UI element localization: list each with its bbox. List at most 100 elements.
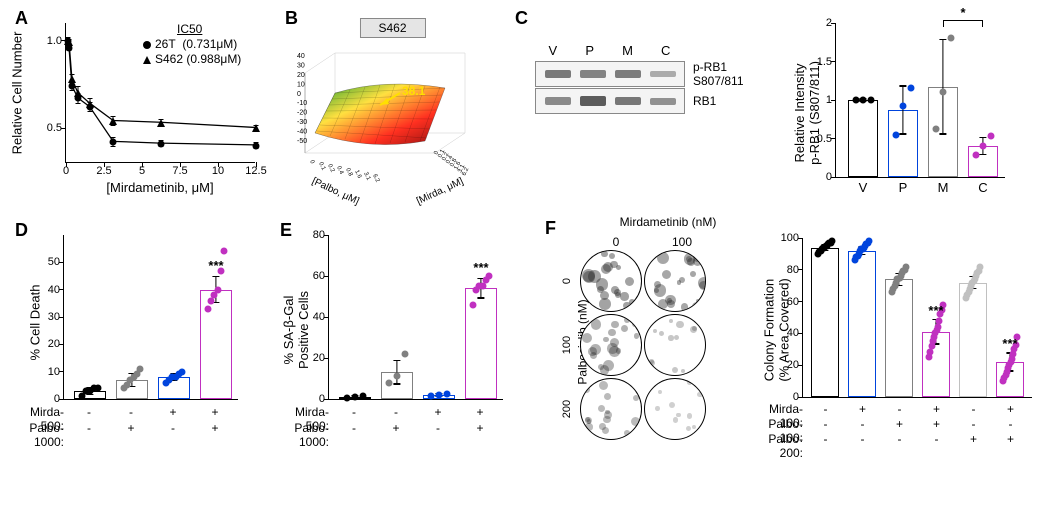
panel-e-datapoint: [394, 373, 401, 380]
panel-e-datapoint: [344, 394, 351, 401]
panel-e-datapoint: [479, 283, 486, 290]
panel-e-xrow-val: +: [459, 421, 501, 449]
panel-a-ic50-header: IC50: [177, 22, 241, 37]
panel-c-datapoint: [972, 152, 979, 159]
panel-d-ylabel: % Cell Death: [27, 285, 42, 361]
panel-c-barchart: Relative Intensityp-RB1 (S807/811) 00.51…: [800, 18, 1025, 193]
blot-band: [615, 70, 641, 78]
panel-a-marker: [253, 142, 260, 149]
panel-d-xrow-label: Palbo-1000:: [15, 421, 68, 449]
panel-c-xlabel: C: [978, 177, 987, 195]
panel-f-datapoint: [829, 238, 836, 245]
panel-f-datapoint: [903, 263, 910, 270]
panel-c-datapoint: [892, 131, 899, 138]
panel-a-marker: [110, 139, 117, 146]
panel-c-datapoint: [852, 97, 859, 104]
panel-e-datapoint: [470, 301, 477, 308]
panel-d-datapoint: [221, 248, 228, 255]
panel-f-bar: [885, 279, 913, 397]
panel-d-datapoint: [214, 286, 221, 293]
svg-text:30: 30: [297, 62, 305, 69]
colony-well: [644, 314, 706, 376]
panel-f-datapoint: [936, 317, 943, 324]
panel-a-legend: IC50 26T (0.731μM) S462 (0.988μM): [143, 22, 241, 67]
panel-b-surface: -50-40-30-20-10010203040 38.1 00.10.20.4…: [295, 43, 490, 193]
svg-text:0: 0: [308, 159, 315, 165]
colony-well: [580, 378, 642, 440]
blot-band: [650, 71, 676, 77]
blot-band: [580, 96, 606, 106]
legend-ic50-s462: (0.988μM): [186, 52, 241, 66]
panel-d: % Cell Death 01020304050*** Mirda-500:--…: [15, 225, 265, 495]
svg-text:6.2: 6.2: [371, 173, 380, 184]
panel-d-stars: ***: [208, 258, 223, 273]
legend-marker-26t: [143, 41, 151, 49]
panel-a-marker: [68, 75, 76, 83]
panel-a-marker: [65, 38, 73, 46]
panel-c-lane-label: M: [622, 43, 634, 58]
panel-f-stars: ***: [928, 303, 943, 318]
panel-e-datapoint: [386, 379, 393, 386]
panel-e: % SA-β-GalPositive Cells 020406080*** Mi…: [280, 225, 530, 495]
blot-band: [580, 70, 606, 78]
panel-f-datapoint: [977, 263, 984, 270]
panel-d-datapoint: [95, 385, 102, 392]
panel-f-col-header: Mirdametinib (nM): [603, 215, 733, 229]
panel-f-bar: [811, 248, 839, 397]
svg-text:0.4: 0.4: [335, 165, 344, 176]
colony-well: [644, 250, 706, 312]
panel-d-xrow-val: -: [68, 421, 110, 449]
colony-well: [580, 314, 642, 376]
panel-e-stars: ***: [473, 260, 488, 275]
panel-f-col-label: 0: [583, 235, 649, 249]
panel-a-marker: [74, 89, 82, 97]
colony-well: [580, 250, 642, 312]
panel-f-xrow-val: -: [918, 432, 955, 460]
panel-c-blot: VPMC p-RB1 S807/811RB1: [535, 43, 744, 116]
panel-f-row-label: 200: [561, 397, 573, 421]
panel-c-datapoint: [907, 85, 914, 92]
panel-b: S462 -50-40-30-20-10010203040: [285, 8, 500, 203]
panel-c-lane-label: V: [549, 43, 559, 58]
svg-text:0.1: 0.1: [317, 161, 326, 172]
panel-e-datapoint: [402, 350, 409, 357]
panel-e-xrow-val: -: [333, 421, 375, 449]
svg-text:-50: -50: [297, 138, 307, 145]
panel-f-xrow-val: +: [955, 432, 992, 460]
panel-a-marker: [109, 117, 117, 125]
panel-d-xrow-val: +: [110, 421, 152, 449]
panel-e-axes: 020406080***: [328, 235, 503, 400]
panel-c-datapoint: [980, 143, 987, 150]
panel-c: VPMC p-RB1 S807/811RB1 Relative Intensit…: [515, 8, 1035, 203]
svg-text:20: 20: [297, 72, 305, 79]
panel-a-xlabel: [Mirdametinib, μM]: [65, 180, 255, 195]
blot-band: [615, 97, 641, 105]
panel-d-datapoint: [179, 368, 186, 375]
panel-c-datapoint: [900, 103, 907, 110]
panel-e-xrow-val: +: [375, 421, 417, 449]
panel-f-axes: 020406080100******: [802, 238, 1032, 398]
svg-text:-10: -10: [297, 100, 307, 107]
panel-f-xrow-val: -: [844, 432, 881, 460]
blot-band: [545, 70, 571, 78]
panel-f-xrow-val: -: [807, 432, 844, 460]
svg-text:0.2: 0.2: [326, 163, 335, 174]
panel-f-barchart: Colony Formation(% Area Covered) 0204060…: [760, 230, 1045, 500]
panel-d-xrow-val: -: [152, 421, 194, 449]
panel-f-bar: [848, 251, 876, 397]
panel-d-axes: 01020304050***: [63, 235, 238, 400]
panel-c-datapoint: [860, 97, 867, 104]
panel-c-datapoint: [947, 35, 954, 42]
panel-f-colony-grid: 01000100200: [555, 235, 715, 441]
panel-f-row-label: 100: [561, 333, 573, 357]
svg-text:1.6: 1.6: [353, 169, 362, 180]
svg-text:-30: -30: [297, 119, 307, 126]
svg-text:40: 40: [297, 53, 305, 60]
panel-c-datapoint: [987, 133, 994, 140]
svg-text:3.1: 3.1: [362, 171, 371, 182]
panel-c-bar-ylabel: Relative Intensityp-RB1 (S807/811): [792, 61, 822, 165]
panel-b-annotation: 38.1: [402, 84, 426, 98]
panel-a-marker: [157, 119, 165, 127]
panel-c-datapoint: [940, 89, 947, 96]
blot-band: [650, 98, 676, 105]
